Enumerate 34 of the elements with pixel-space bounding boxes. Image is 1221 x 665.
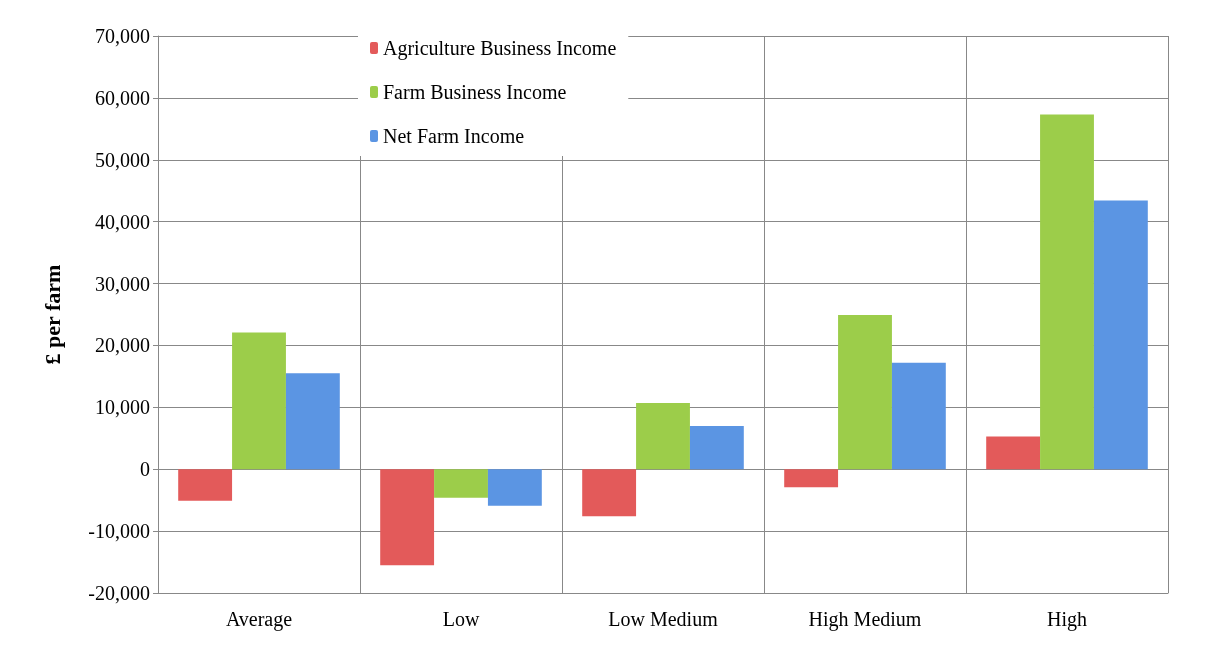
y-axis-title: £ per farm	[39, 264, 65, 365]
bar	[986, 436, 1041, 470]
bar	[380, 469, 435, 566]
x-tick-label: High	[1047, 608, 1087, 631]
legend-label: Net Farm Income	[383, 125, 525, 147]
x-tick-label: High Medium	[808, 608, 922, 631]
y-tick-label: -20,000	[88, 582, 150, 604]
y-tick-label: 60,000	[95, 86, 150, 109]
bar	[838, 315, 892, 470]
bar	[891, 362, 946, 470]
y-tick-label: 40,000	[95, 210, 150, 233]
bar	[1040, 114, 1094, 470]
bar	[434, 469, 488, 498]
legend-label: Agriculture Business Income	[383, 37, 617, 60]
bar	[636, 403, 690, 470]
x-tick-label: Low	[442, 608, 480, 630]
bar	[582, 469, 637, 517]
y-tick-label: 50,000	[95, 148, 150, 171]
bar	[1093, 200, 1148, 470]
x-tick-label: Average	[225, 608, 293, 631]
bar	[689, 425, 744, 470]
bar	[784, 469, 839, 488]
y-tick-label: 10,000	[95, 396, 150, 419]
y-tick-label: 0	[140, 458, 150, 481]
y-tick-label: 30,000	[95, 272, 150, 295]
bar	[178, 469, 233, 501]
y-tick-label: 70,000	[95, 25, 150, 47]
x-tick-label: Low Medium	[608, 608, 719, 630]
y-tick-label: 20,000	[95, 334, 150, 357]
bar	[487, 469, 542, 506]
legend-label: Farm Business Income	[383, 81, 567, 103]
y-tick-label: -10,000	[88, 520, 150, 543]
bar	[232, 332, 286, 470]
bar	[285, 373, 340, 470]
